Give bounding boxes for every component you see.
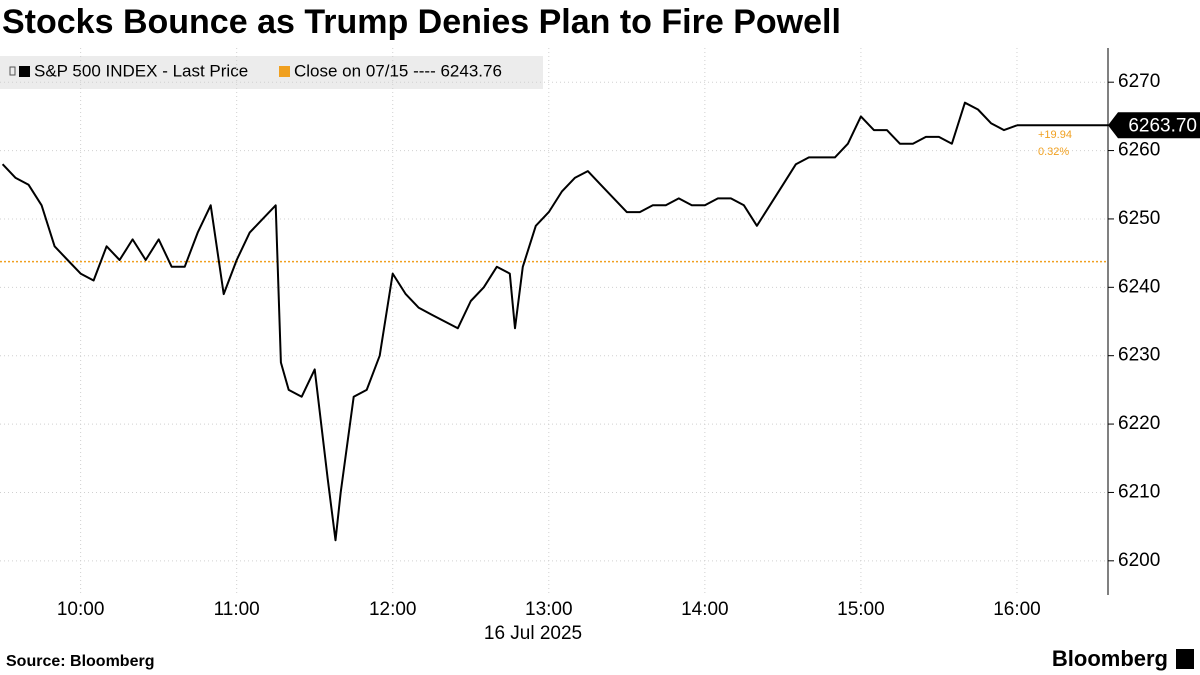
x-tick-label: 11:00 xyxy=(214,599,260,620)
legend-label: S&P 500 INDEX - Last Price xyxy=(34,61,248,80)
source: Source: Bloomberg xyxy=(6,653,154,670)
x-axis-label: 16 Jul 2025 xyxy=(484,623,582,644)
last-price-label: 6263.70 xyxy=(1128,115,1197,136)
x-tick-label: 12:00 xyxy=(369,599,417,620)
y-tick-label: 6200 xyxy=(1118,550,1160,571)
y-tick-label: 6210 xyxy=(1118,481,1160,502)
x-tick-label: 15:00 xyxy=(837,599,885,620)
y-tick-label: 6220 xyxy=(1118,413,1160,434)
y-tick-label: 6230 xyxy=(1118,345,1160,366)
legend-swatch xyxy=(279,66,290,77)
price-line xyxy=(1,101,1018,542)
brand: Bloomberg xyxy=(1052,646,1168,671)
last-price-tag xyxy=(1108,112,1200,139)
x-tick-label: 13:00 xyxy=(525,599,573,620)
y-tick-label: 6250 xyxy=(1118,208,1160,229)
legend-box xyxy=(0,56,543,89)
chart-title: Stocks Bounce as Trump Denies Plan to Fi… xyxy=(2,3,841,41)
legend-swatch xyxy=(19,66,30,77)
change-label: +19.94 xyxy=(1038,129,1072,141)
change-pct-label: 0.32% xyxy=(1038,146,1069,158)
y-tick-label: 6270 xyxy=(1118,71,1160,92)
legend-icon xyxy=(9,66,16,76)
y-tick-label: 6260 xyxy=(1118,140,1160,161)
legend-label: Close on 07/15 ---- 6243.76 xyxy=(294,61,502,80)
x-tick-label: 14:00 xyxy=(681,599,729,620)
x-tick-label: 10:00 xyxy=(57,599,105,620)
brand-icon xyxy=(1176,649,1194,669)
y-tick-label: 6240 xyxy=(1118,276,1160,297)
x-tick-label: 16:00 xyxy=(993,599,1041,620)
